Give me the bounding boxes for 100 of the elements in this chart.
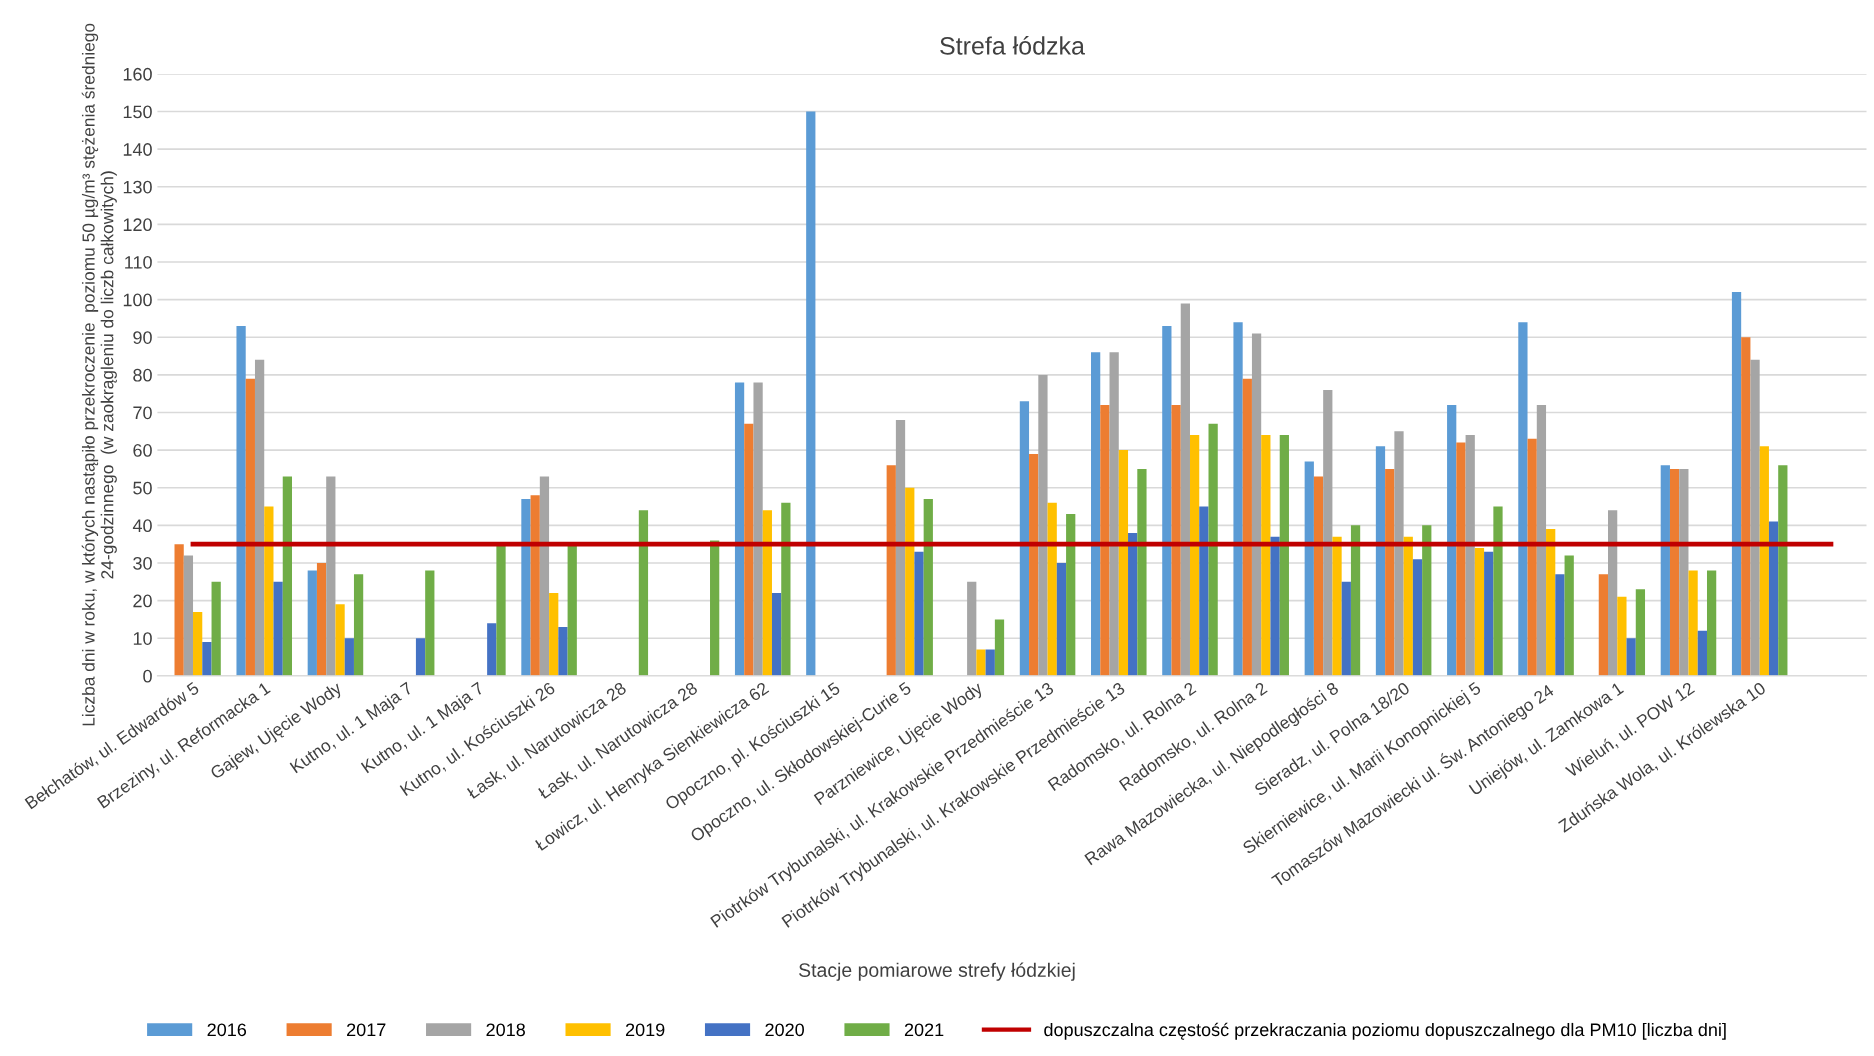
bar	[236, 325, 246, 676]
bar	[1056, 562, 1067, 676]
bar	[1375, 446, 1386, 676]
legend-label: 2021	[904, 1023, 944, 1037]
bar	[985, 649, 995, 676]
x-axis-title: Stacje pomiarowe strefy łódzkiej	[799, 962, 1075, 981]
y-tick-label: 130	[123, 180, 152, 194]
y-tick-label: 0	[143, 669, 152, 683]
bar	[1233, 322, 1243, 676]
bar	[1332, 536, 1342, 676]
bar	[923, 499, 933, 676]
legend-label: dopuszczalna częstość przekraczania poziomu dopuszczalnego dla PM10 [liczba dni]	[1044, 1022, 1726, 1040]
y-tick-label: 160	[123, 67, 152, 81]
bar	[1617, 596, 1627, 676]
bar	[1199, 506, 1209, 676]
bar	[415, 638, 426, 676]
legend-label: 2020	[765, 1023, 804, 1037]
bar	[1100, 404, 1110, 676]
bar	[1171, 404, 1181, 676]
bar	[1403, 536, 1413, 676]
bar	[806, 111, 816, 676]
y-tick-label: 30	[133, 556, 152, 570]
y-tick-label: 60	[133, 444, 152, 457]
bar	[895, 420, 906, 676]
bar	[1251, 333, 1262, 676]
legend-label: 2019	[625, 1023, 665, 1037]
bar	[1536, 404, 1547, 676]
y-tick-label: 80	[133, 368, 152, 382]
bar	[1768, 521, 1779, 676]
bar	[567, 544, 577, 676]
legend-label: 2018	[486, 1023, 525, 1037]
bar	[1242, 378, 1252, 676]
bar	[326, 476, 336, 676]
bar	[1447, 404, 1457, 676]
bar	[335, 604, 345, 676]
bar	[1091, 352, 1101, 676]
y-axis-title: Liczba dni w roku, w których nastąpiło przekroczenie poziomu 50 µg/m³ stężenia średniego 24-godzinnego (w zaokrągleniu do liczb całkowitych)	[81, 23, 117, 726]
bar	[1527, 438, 1537, 676]
bar	[521, 499, 531, 676]
bar	[174, 544, 184, 676]
legend-label: 2016	[207, 1023, 247, 1037]
bar	[353, 574, 364, 676]
bar	[1279, 435, 1289, 676]
bar	[273, 581, 283, 676]
bar	[1029, 453, 1039, 676]
bar	[1697, 630, 1707, 676]
bar	[762, 510, 772, 676]
bar	[1385, 468, 1395, 676]
bar	[1660, 465, 1670, 676]
bar	[967, 581, 977, 676]
bar	[316, 562, 327, 676]
bar	[1047, 502, 1057, 676]
bar	[1474, 547, 1485, 676]
bar	[710, 540, 720, 676]
bar	[193, 611, 203, 676]
bar	[1304, 461, 1314, 676]
y-tick-label: 140	[123, 143, 152, 156]
bar	[1759, 446, 1769, 676]
bar	[771, 593, 782, 676]
bar	[264, 506, 274, 676]
bar	[994, 619, 1005, 676]
bar	[1137, 468, 1147, 676]
bar	[496, 544, 506, 676]
bar	[307, 570, 317, 676]
bar	[202, 641, 212, 676]
bar	[1518, 322, 1528, 676]
y-tick-label: 40	[132, 519, 152, 533]
bar	[558, 626, 568, 676]
bar	[1208, 423, 1218, 676]
bar	[549, 593, 559, 676]
bar	[886, 465, 896, 676]
bar	[753, 382, 763, 676]
bar	[1598, 574, 1608, 676]
bar	[1109, 352, 1119, 676]
y-tick-label: 150	[123, 105, 152, 119]
bar	[211, 581, 221, 676]
bar	[1313, 476, 1324, 676]
y-tick-label: 110	[125, 255, 152, 269]
bar	[1422, 525, 1432, 676]
bar	[976, 649, 986, 676]
bar	[1019, 401, 1030, 676]
bar	[1750, 359, 1760, 676]
bar	[539, 476, 550, 676]
bar	[1261, 435, 1271, 676]
y-tick-label: 20	[133, 594, 152, 608]
bar	[781, 502, 791, 676]
bar	[1555, 574, 1565, 676]
bar	[734, 382, 745, 676]
bar	[1608, 510, 1618, 676]
bar	[1323, 389, 1333, 676]
bar	[1066, 514, 1076, 676]
bar	[905, 487, 915, 676]
bar	[1412, 559, 1423, 676]
y-tick-label: 100	[123, 293, 152, 307]
bar	[344, 638, 354, 676]
bar	[1493, 506, 1503, 676]
bar	[1546, 529, 1556, 676]
bar	[1706, 570, 1717, 676]
bar	[1341, 581, 1351, 676]
y-tick-label: 50	[133, 481, 152, 495]
